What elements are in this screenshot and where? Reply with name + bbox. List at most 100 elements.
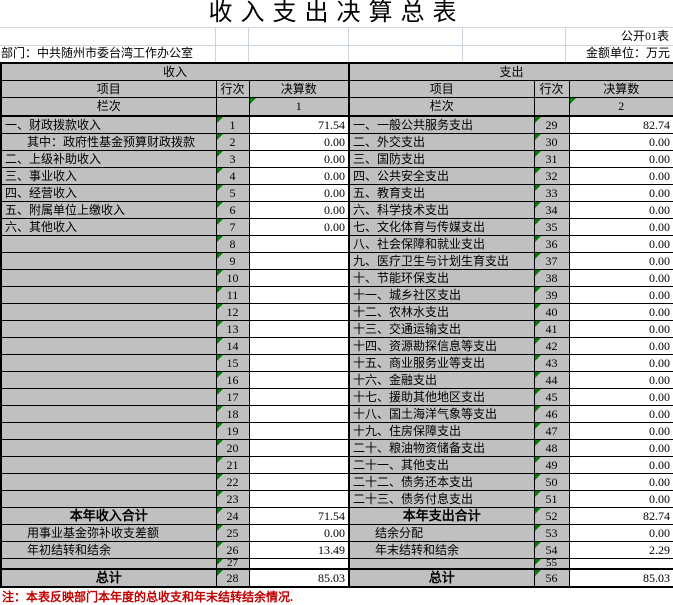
expense-item-cell[interactable]: 六、科学技术支出 bbox=[348, 200, 535, 219]
expense-line-cell[interactable]: 42 bbox=[533, 336, 570, 355]
expense-line-cell[interactable]: 39 bbox=[533, 285, 570, 304]
income-line-cell[interactable]: 8 bbox=[215, 234, 250, 253]
expense-value-cell[interactable]: 0.00 bbox=[568, 217, 673, 236]
income-line-cell[interactable]: 1 bbox=[215, 115, 250, 134]
income-item-cell[interactable] bbox=[0, 557, 217, 569]
expense-value-cell[interactable]: 0.00 bbox=[568, 336, 673, 355]
expense-value-cell[interactable] bbox=[568, 557, 673, 569]
expense-item-cell[interactable]: 十二、农林水支出 bbox=[348, 302, 535, 321]
income-value-cell[interactable] bbox=[248, 285, 350, 304]
income-item-header[interactable]: 项目 bbox=[0, 80, 217, 98]
expense-line-cell[interactable]: 36 bbox=[533, 234, 570, 253]
income-value-cell[interactable] bbox=[248, 455, 350, 474]
expense-value-cell[interactable]: 0.00 bbox=[568, 523, 673, 542]
expense-value-cell[interactable]: 0.00 bbox=[568, 166, 673, 185]
income-amount-header[interactable]: 决算数 bbox=[248, 80, 350, 98]
expense-item-cell[interactable]: 二、外交支出 bbox=[348, 132, 535, 151]
expense-item-cell[interactable]: 九、医疗卫生与计划生育支出 bbox=[348, 251, 535, 270]
expense-line-cell[interactable]: 46 bbox=[533, 404, 570, 423]
income-item-cell[interactable] bbox=[0, 438, 217, 457]
expense-item-cell[interactable]: 总计 bbox=[348, 567, 535, 587]
expense-line-cell[interactable]: 55 bbox=[533, 557, 570, 569]
income-value-cell[interactable]: 85.03 bbox=[248, 567, 350, 587]
income-line-cell[interactable]: 22 bbox=[215, 472, 250, 491]
expense-item-cell[interactable]: 十六、金融支出 bbox=[348, 370, 535, 389]
income-line-cell[interactable]: 19 bbox=[215, 421, 250, 440]
income-item-cell[interactable]: 本年收入合计 bbox=[0, 506, 217, 525]
income-line-cell[interactable]: 25 bbox=[215, 523, 250, 542]
expense-section-header[interactable]: 支出 bbox=[348, 62, 673, 81]
expense-line-cell[interactable]: 29 bbox=[533, 115, 570, 134]
income-value-cell[interactable]: 0.00 bbox=[248, 217, 350, 236]
expense-line-cell[interactable]: 47 bbox=[533, 421, 570, 440]
expense-item-header[interactable]: 项目 bbox=[348, 80, 535, 98]
income-line-cell[interactable]: 3 bbox=[215, 149, 250, 168]
expense-item-cell[interactable]: 十八、国土海洋气象等支出 bbox=[348, 404, 535, 423]
income-item-cell[interactable] bbox=[0, 302, 217, 321]
income-value-cell[interactable]: 0.00 bbox=[248, 183, 350, 202]
income-line-cell[interactable]: 24 bbox=[215, 506, 250, 525]
expense-line-cell[interactable]: 50 bbox=[533, 472, 570, 491]
income-line-cell[interactable]: 7 bbox=[215, 217, 250, 236]
expense-item-cell[interactable]: 二十一、其他支出 bbox=[348, 455, 535, 474]
expense-item-cell[interactable]: 二十三、债务付息支出 bbox=[348, 489, 535, 508]
expense-item-cell[interactable]: 年末结转和结余 bbox=[348, 540, 535, 559]
expense-line-cell[interactable]: 35 bbox=[533, 217, 570, 236]
income-item-cell[interactable] bbox=[0, 489, 217, 508]
income-item-cell[interactable] bbox=[0, 387, 217, 406]
income-item-cell[interactable]: 用事业基金弥补收支差额 bbox=[0, 523, 217, 542]
expense-line-cell[interactable]: 44 bbox=[533, 370, 570, 389]
income-line-cell[interactable]: 2 bbox=[215, 132, 250, 151]
expense-value-cell[interactable]: 0.00 bbox=[568, 200, 673, 219]
income-line-cell[interactable]: 16 bbox=[215, 370, 250, 389]
income-item-cell[interactable]: 年初结转和结余 bbox=[0, 540, 217, 559]
expense-item-cell[interactable]: 四、公共安全支出 bbox=[348, 166, 535, 185]
income-value-cell[interactable] bbox=[248, 234, 350, 253]
expense-item-cell[interactable]: 二十、粮油物资储备支出 bbox=[348, 438, 535, 457]
expense-item-cell[interactable]: 结余分配 bbox=[348, 523, 535, 542]
income-line-cell[interactable]: 26 bbox=[215, 540, 250, 559]
expense-value-cell[interactable]: 0.00 bbox=[568, 302, 673, 321]
expense-value-cell[interactable]: 0.00 bbox=[568, 455, 673, 474]
income-item-cell[interactable] bbox=[0, 455, 217, 474]
income-item-cell[interactable] bbox=[0, 421, 217, 440]
expense-line-cell[interactable]: 52 bbox=[533, 506, 570, 525]
expense-item-cell[interactable]: 七、文化体育与传媒支出 bbox=[348, 217, 535, 236]
expense-line-cell[interactable]: 31 bbox=[533, 149, 570, 168]
expense-line-cell[interactable]: 38 bbox=[533, 268, 570, 287]
expense-item-cell[interactable]: 十三、交通运输支出 bbox=[348, 319, 535, 338]
income-value-cell[interactable]: 71.54 bbox=[248, 115, 350, 134]
income-line-cell[interactable]: 15 bbox=[215, 353, 250, 372]
income-value-cell[interactable] bbox=[248, 438, 350, 457]
income-item-cell[interactable]: 一、财政拨款收入 bbox=[0, 115, 217, 134]
expense-value-cell[interactable]: 0.00 bbox=[568, 421, 673, 440]
expense-line-cell[interactable]: 45 bbox=[533, 387, 570, 406]
expense-value-cell[interactable]: 2.29 bbox=[568, 540, 673, 559]
income-item-cell[interactable] bbox=[0, 472, 217, 491]
income-line-cell[interactable]: 17 bbox=[215, 387, 250, 406]
income-line-cell[interactable]: 23 bbox=[215, 489, 250, 508]
expense-value-cell[interactable]: 0.00 bbox=[568, 353, 673, 372]
income-line-cell[interactable]: 18 bbox=[215, 404, 250, 423]
income-value-cell[interactable]: 0.00 bbox=[248, 149, 350, 168]
income-line-cell[interactable]: 20 bbox=[215, 438, 250, 457]
income-line-cell[interactable]: 14 bbox=[215, 336, 250, 355]
income-line-cell[interactable]: 27 bbox=[215, 557, 250, 569]
income-value-cell[interactable]: 0.00 bbox=[248, 200, 350, 219]
income-item-cell[interactable]: 四、经营收入 bbox=[0, 183, 217, 202]
expense-value-cell[interactable]: 0.00 bbox=[568, 268, 673, 287]
income-line-cell[interactable]: 21 bbox=[215, 455, 250, 474]
expense-colno-label[interactable]: 栏次 bbox=[348, 97, 535, 117]
income-value-cell[interactable] bbox=[248, 268, 350, 287]
expense-line-cell[interactable]: 34 bbox=[533, 200, 570, 219]
expense-line-cell[interactable]: 33 bbox=[533, 183, 570, 202]
expense-item-cell[interactable]: 五、教育支出 bbox=[348, 183, 535, 202]
income-value-cell[interactable]: 0.00 bbox=[248, 132, 350, 151]
income-item-cell[interactable] bbox=[0, 370, 217, 389]
expense-value-cell[interactable]: 0.00 bbox=[568, 285, 673, 304]
expense-item-cell[interactable]: 一、一般公共服务支出 bbox=[348, 115, 535, 134]
income-value-cell[interactable] bbox=[248, 319, 350, 338]
expense-value-cell[interactable]: 0.00 bbox=[568, 251, 673, 270]
income-value-cell[interactable]: 13.49 bbox=[248, 540, 350, 559]
expense-line-cell[interactable]: 49 bbox=[533, 455, 570, 474]
